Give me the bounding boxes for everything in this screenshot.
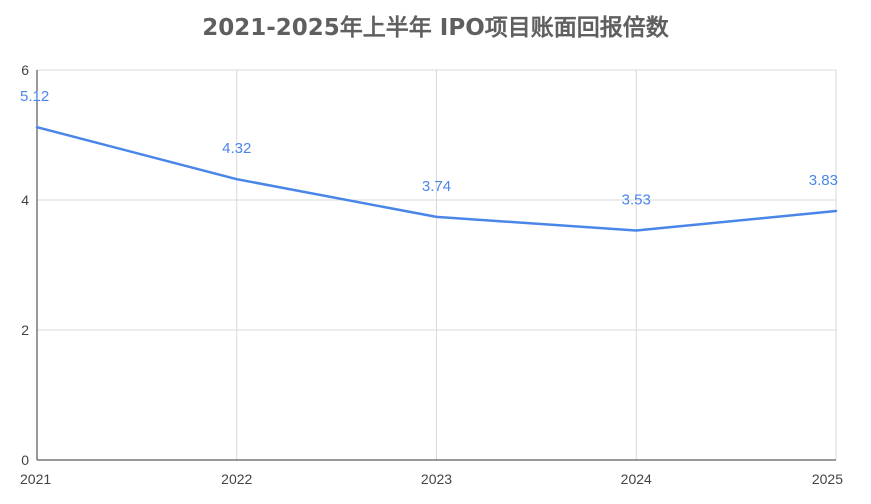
data-label: 3.83: [809, 172, 838, 189]
x-tick-label: 2023: [421, 471, 452, 487]
series-line: [35, 125, 838, 232]
x-tick-label: 2024: [621, 471, 652, 487]
chart-title: 2021-2025年上半年 IPO项目账面回报倍数: [202, 15, 669, 41]
x-tick-label: 2022: [221, 471, 252, 487]
y-tick-label: 6: [21, 62, 29, 78]
x-tick-label: 2021: [20, 471, 51, 487]
data-label: 3.53: [622, 192, 651, 209]
y-tick-label: 0: [21, 452, 29, 468]
y-tick-label: 2: [21, 322, 29, 338]
x-tick-label: 2025: [812, 471, 843, 487]
y-tick-label: 4: [21, 192, 29, 208]
data-label: 4.32: [222, 140, 251, 157]
data-label: 5.12: [20, 88, 49, 105]
data-label: 3.74: [422, 178, 451, 195]
